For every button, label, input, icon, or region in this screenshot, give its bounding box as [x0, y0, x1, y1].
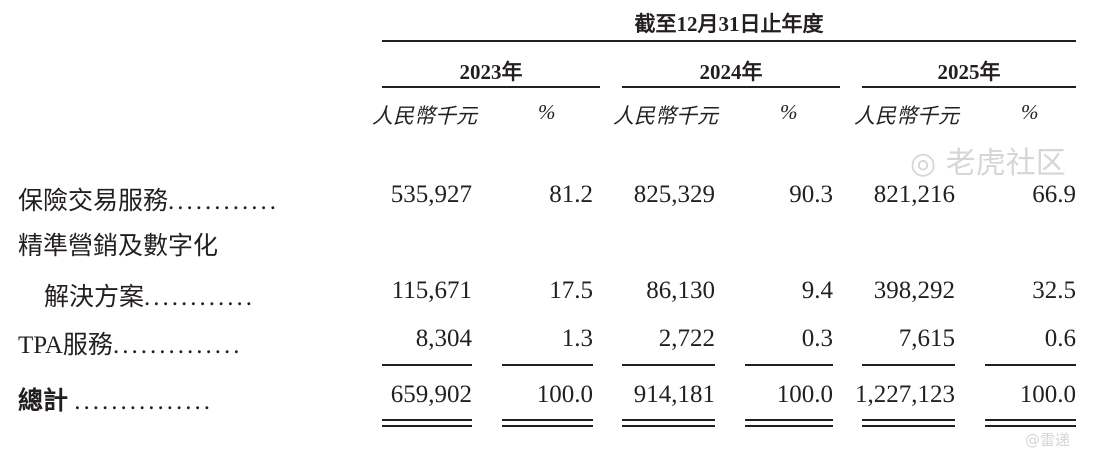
unit-percent-2025: % — [1021, 100, 1039, 124]
unit-amount-2023: 人民幣千元 — [372, 104, 477, 128]
row0-cell-amount: 535,927 — [390, 181, 472, 208]
unit-percent-2024: % — [780, 100, 798, 124]
row2-cell-amount: 115,671 — [391, 277, 472, 304]
subtotal-rule-4 — [745, 364, 833, 366]
row2-cell-amount: 398,292 — [873, 277, 955, 304]
watermark: ◎ 老虎社区 — [910, 146, 1066, 181]
row2-cell-percent: 17.5 — [549, 277, 593, 304]
year-2024: 2024年 — [699, 60, 763, 84]
unit-percent-2023: % — [538, 100, 556, 124]
unit-amount-2024: 人民幣千元 — [613, 104, 718, 128]
total-double-rule-2-1 — [622, 425, 715, 427]
year-rule-2024 — [622, 86, 840, 88]
total-cell-percent: 100.0 — [776, 381, 833, 408]
subtotal-rule-6 — [985, 364, 1076, 366]
row3-cell-percent: 0.3 — [801, 325, 833, 352]
subtotal-rule-1 — [382, 364, 472, 366]
total-cell-amount: 914,181 — [633, 381, 715, 408]
row3-cell-percent: 0.6 — [1044, 325, 1076, 352]
row2-cell-percent: 32.5 — [1032, 277, 1076, 304]
total-double-rule-4-1 — [862, 425, 955, 427]
total-cell-amount: 1,227,123 — [855, 381, 955, 408]
watermark-handle: @雷递 — [1025, 431, 1071, 449]
row2-cell-amount: 86,130 — [646, 277, 715, 304]
row0-cell-amount: 825,329 — [633, 181, 715, 208]
total-double-rule-3-0 — [745, 419, 833, 421]
row-label-precision-marketing: 精準營銷及數字化 — [18, 233, 219, 260]
row3-cell-percent: 1.3 — [561, 325, 593, 352]
year-rule-2023 — [382, 86, 600, 88]
row2-cell-percent: 9.4 — [801, 277, 833, 304]
row3-cell-amount: 7,615 — [898, 325, 955, 352]
total-double-rule-5-1 — [985, 425, 1076, 427]
total-double-rule-0-1 — [382, 425, 472, 427]
row0-cell-percent: 90.3 — [789, 181, 833, 208]
row0-cell-amount: 821,216 — [873, 181, 955, 208]
header-rule — [382, 40, 1076, 42]
subtotal-rule-5 — [862, 364, 955, 366]
period-header: 截至12月31日止年度 — [634, 12, 824, 36]
unit-amount-2025: 人民幣千元 — [854, 104, 959, 128]
total-double-rule-1-0 — [502, 419, 593, 421]
row3-cell-amount: 2,722 — [658, 325, 715, 352]
year-rule-2025 — [862, 86, 1076, 88]
total-double-rule-5-0 — [985, 419, 1076, 421]
total-cell-percent: 100.0 — [536, 381, 593, 408]
row-label-total: 總計 ............... — [18, 388, 214, 415]
total-double-rule-4-0 — [862, 419, 955, 421]
row3-cell-amount: 8,304 — [415, 325, 472, 352]
row-label-tpa: TPA服務.............. — [18, 332, 243, 359]
subtotal-rule-3 — [622, 364, 715, 366]
row-label-solutions: 解決方案............ — [44, 284, 256, 311]
row0-cell-percent: 66.9 — [1032, 181, 1076, 208]
total-double-rule-1-1 — [502, 425, 593, 427]
subtotal-rule-2 — [502, 364, 593, 366]
year-2023: 2023年 — [459, 60, 523, 84]
year-2025: 2025年 — [937, 60, 1001, 84]
total-double-rule-3-1 — [745, 425, 833, 427]
row0-cell-percent: 81.2 — [549, 181, 593, 208]
total-cell-percent: 100.0 — [1019, 381, 1076, 408]
total-cell-amount: 659,902 — [390, 381, 472, 408]
total-double-rule-2-0 — [622, 419, 715, 421]
total-double-rule-0-0 — [382, 419, 472, 421]
row-label-insurance-brokerage: 保險交易服務............ — [18, 188, 280, 215]
